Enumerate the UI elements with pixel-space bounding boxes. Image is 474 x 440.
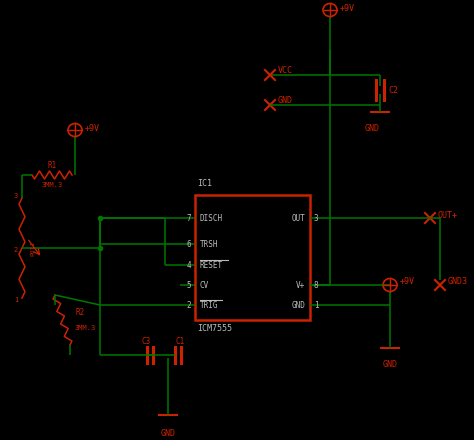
Text: +9V: +9V [400,278,415,286]
Text: C1: C1 [175,337,185,345]
Text: +9V: +9V [340,4,355,12]
Text: 3MM.3: 3MM.3 [41,182,63,188]
Text: 1: 1 [314,301,319,309]
Text: 2: 2 [14,247,18,253]
Text: R1: R1 [47,161,56,169]
Text: V+: V+ [296,281,305,290]
Text: C3: C3 [141,337,151,345]
Text: CV: CV [200,281,209,290]
Text: +9V: +9V [85,124,100,132]
Text: GND: GND [383,359,398,369]
Text: GND: GND [365,124,380,132]
Text: OUT: OUT [291,213,305,223]
Text: 3: 3 [14,193,18,199]
Text: POT1: POT1 [30,241,35,256]
Text: 4: 4 [186,260,191,269]
Text: RESET: RESET [200,260,223,269]
Text: GND: GND [291,301,305,309]
Text: TRIG: TRIG [200,301,219,309]
Text: ICM7555: ICM7555 [197,323,232,333]
Text: C2: C2 [388,85,398,95]
Text: R2: R2 [75,308,84,316]
Text: 7: 7 [186,213,191,223]
Text: GND3: GND3 [448,278,468,286]
Text: OUT+: OUT+ [438,210,458,220]
Bar [195,195,310,320]
Text: GND: GND [161,429,175,437]
Text: 2: 2 [186,301,191,309]
Text: DISCH: DISCH [200,213,223,223]
Text: 3: 3 [314,213,319,223]
Text: VCC: VCC [278,66,293,74]
Text: 5: 5 [186,281,191,290]
Text: 6: 6 [186,239,191,249]
Text: 1: 1 [14,297,18,303]
Text: 8: 8 [314,281,319,290]
Text: TRSH: TRSH [200,239,219,249]
Text: IC1: IC1 [197,179,212,187]
Text: GND: GND [278,95,293,105]
Text: 3MM.3: 3MM.3 [75,325,96,331]
